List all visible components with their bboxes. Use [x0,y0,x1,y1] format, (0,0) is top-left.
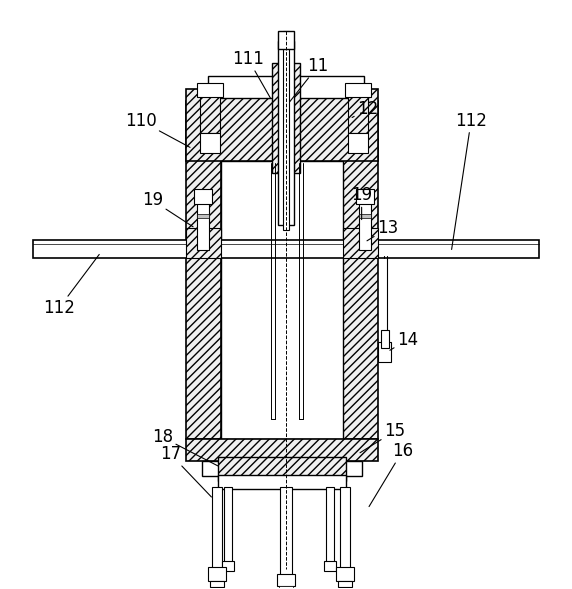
Bar [324,561,336,571]
Bar [186,101,221,439]
Bar [210,581,224,587]
Bar [208,76,364,98]
Bar [200,93,220,133]
Bar [336,567,353,581]
Text: 11: 11 [289,57,328,102]
Bar [343,101,378,439]
Bar [197,198,209,250]
Bar [380,330,390,348]
Text: 17: 17 [160,445,212,497]
Bar [348,133,368,153]
Bar [224,487,232,565]
Text: 112: 112 [43,254,99,317]
Bar [283,31,289,230]
Bar [212,487,223,568]
Bar [194,188,212,204]
Text: 111: 111 [232,50,271,98]
Bar [186,439,378,461]
Bar [348,93,368,133]
Text: 112: 112 [452,112,487,250]
Bar [197,83,223,97]
Bar [219,475,345,489]
Text: 14: 14 [390,331,418,350]
Text: 110: 110 [125,112,190,147]
Bar [272,63,300,173]
Bar [208,567,227,581]
Text: 16: 16 [369,442,413,507]
Bar [33,240,539,258]
Bar [340,487,349,568]
Bar [223,561,235,571]
Bar [345,83,371,97]
Bar [279,585,293,588]
Bar [280,487,292,577]
Bar [278,31,294,49]
Text: 15: 15 [360,422,405,453]
Bar [186,229,221,258]
Bar [277,574,295,585]
Bar [186,89,378,161]
Bar [197,214,209,219]
Text: 13: 13 [367,219,398,241]
Bar [359,198,371,250]
Text: 12: 12 [352,100,378,118]
Bar [202,461,362,476]
Bar [337,581,352,587]
Text: 18: 18 [152,428,218,466]
Bar [359,214,371,219]
Bar [278,41,294,226]
Bar [356,188,374,204]
Bar [343,229,378,258]
Bar [221,161,343,439]
Bar [326,487,334,565]
Text: 19: 19 [142,191,193,227]
Bar [219,457,345,481]
Bar [200,133,220,153]
Bar [378,342,391,362]
Text: 19: 19 [351,187,372,220]
